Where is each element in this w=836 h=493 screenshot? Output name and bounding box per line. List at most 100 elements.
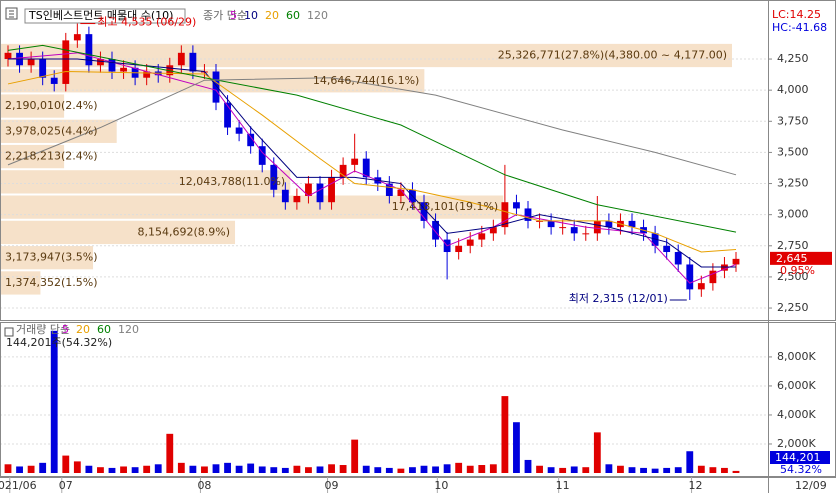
candle-body: [270, 164, 278, 190]
candle-body: [166, 65, 174, 76]
ma-line: [8, 58, 736, 268]
legend-entry: 60: [97, 323, 111, 336]
volume-bar: [663, 467, 671, 473]
volume-bar: [478, 465, 486, 473]
candle-body: [85, 34, 93, 66]
profile-label: 17,418,101(19.1%): [392, 200, 499, 213]
volume-bar: [16, 466, 23, 473]
volume-bar: [339, 465, 347, 473]
volume-bar: [617, 465, 624, 473]
candle-body: [674, 252, 682, 265]
volume-bar: [709, 467, 717, 473]
volume-bar: [189, 465, 197, 473]
candle-body: [362, 158, 370, 178]
y-tick-label: 4,000: [777, 83, 809, 96]
x-tick-label: 09: [325, 479, 339, 492]
x-tick-label: 2021/06: [0, 479, 37, 492]
y-tick-label: 8,000K: [777, 350, 816, 363]
price-tag: [770, 251, 832, 265]
candle-body: [489, 227, 497, 234]
volume-bar: [143, 465, 151, 473]
candle-body: [50, 77, 58, 84]
candle-body: [501, 202, 509, 228]
y-tick-label: 2,000K: [777, 437, 816, 450]
y-tick-label: 3,000: [777, 208, 809, 221]
profile-label: 2,190,010(2.4%): [5, 99, 98, 112]
volume-bar: [27, 465, 35, 473]
candle-body: [697, 283, 705, 290]
candle-body: [582, 233, 590, 235]
candle-body: [316, 183, 324, 203]
candle-body: [235, 127, 243, 134]
profile-label: 25,326,771(27.8%)(4,380.00 ~ 4,177.00): [498, 48, 727, 61]
volume-plot: [1, 330, 768, 473]
candle-body: [351, 158, 359, 165]
volume-bar: [489, 464, 497, 473]
candle-body: [628, 220, 636, 228]
candle-body: [247, 133, 255, 147]
ma-line: [7, 70, 737, 253]
candle-body: [663, 245, 671, 253]
candle-body: [605, 220, 613, 228]
legend-entry: 120: [118, 323, 139, 336]
icon[interactable]: [4, 327, 14, 337]
volume-bar: [582, 467, 590, 473]
volume-bar: [513, 422, 520, 473]
volume-bar: [651, 468, 659, 473]
volume-last-label: 144,201주(54.32%): [6, 336, 112, 349]
y-tick-label: 2,750: [777, 239, 809, 252]
profile-label: 14,646,744(16.1%): [313, 74, 420, 87]
volume-bar: [270, 467, 278, 473]
legend-entry: 120: [307, 9, 328, 22]
volume-bar: [559, 467, 567, 473]
x-tick-label: 10: [434, 479, 448, 492]
volume-bar: [674, 467, 682, 473]
volume-tag-value: 144,201: [775, 451, 821, 464]
y-tick-label: 3,750: [777, 114, 809, 127]
volume-bar: [73, 461, 81, 473]
x-tick-label: 08: [197, 479, 211, 492]
candle-body: [39, 59, 47, 78]
volume-bar: [501, 396, 509, 473]
candle-body: [293, 195, 301, 203]
volume-bar: [397, 468, 405, 473]
ma-line: [7, 77, 737, 176]
price-plot: [1, 23, 768, 309]
profile-label: 2,218,213(2.4%): [5, 150, 98, 163]
volume-bar: [201, 466, 208, 473]
x-tick-label: 12: [689, 479, 703, 492]
legend-title: 종가 단순: [203, 9, 247, 22]
volume-bar: [593, 432, 601, 473]
candle-body: [62, 40, 70, 84]
ma-line: [7, 44, 737, 233]
profile-label: 12,043,788(11.0%): [179, 175, 286, 188]
volume-bar: [305, 467, 312, 473]
candle-body: [559, 227, 567, 229]
candle-body: [224, 102, 231, 128]
candle-body: [27, 59, 35, 66]
profile-band: [1, 94, 65, 118]
title-box: [24, 8, 186, 24]
volume-bar: [328, 464, 335, 473]
volume-bar: [409, 467, 416, 473]
legend-entry: 60: [286, 9, 300, 22]
volume-bar: [628, 467, 636, 473]
y-tick-label: 3,500: [777, 145, 809, 158]
x-tick-label: 11: [556, 479, 570, 492]
y-tick-label: 3,250: [777, 177, 809, 190]
candle-body: [120, 67, 127, 72]
profile-band: [1, 170, 291, 194]
legend-title: 거래량 단순: [16, 323, 70, 336]
profile-label: 3,173,947(3.5%): [5, 251, 98, 264]
legend-entry: 20: [265, 9, 279, 22]
candle-body: [721, 264, 728, 271]
candle-body: [339, 164, 347, 178]
candle-body: [4, 52, 12, 60]
volume-bar: [443, 464, 451, 473]
candle-body: [189, 52, 197, 72]
volume-bar: [524, 459, 532, 473]
legend-entry: 10: [244, 9, 258, 22]
volume-bar: [120, 466, 127, 473]
profile-label: 1,374,352(1.5%): [5, 276, 98, 289]
